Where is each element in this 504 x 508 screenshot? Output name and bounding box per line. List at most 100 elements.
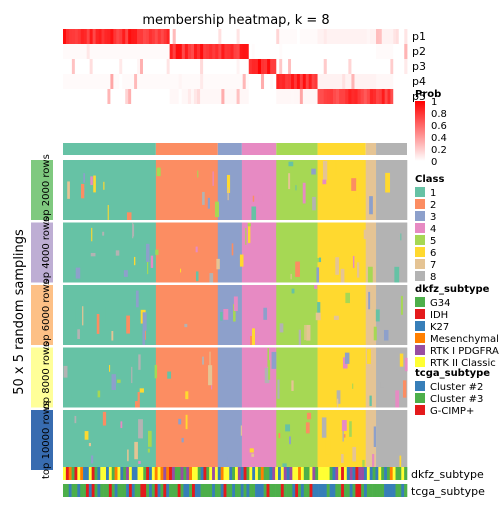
heatmap-mixed-cell — [312, 196, 316, 211]
class-block-8 — [376, 143, 407, 155]
prob-cell — [145, 74, 150, 89]
prob-cell — [187, 89, 192, 104]
prob-cell — [376, 29, 380, 44]
prob-cell — [175, 29, 180, 44]
prob-cell — [398, 29, 402, 44]
heatmap-mixed-cell — [336, 390, 341, 404]
annotation-cell — [106, 484, 110, 497]
prob-cell — [89, 29, 94, 44]
annotation-cell — [192, 484, 196, 497]
prob-cell — [299, 44, 304, 59]
annotation-cell — [206, 467, 210, 480]
annotation-cell — [117, 467, 121, 480]
prob-cell — [264, 29, 268, 44]
dkfz_subtype-legend-label: RTK II Classic — [430, 358, 496, 369]
prob-cell — [190, 29, 195, 44]
prob-cell — [390, 59, 394, 74]
heatmap-mixed-cell — [142, 312, 147, 331]
prob-cell — [239, 89, 244, 104]
prob-cell — [65, 44, 70, 59]
annotation-cell — [143, 484, 147, 497]
prob-cell — [65, 29, 70, 44]
prob-cell — [233, 44, 237, 59]
annotation-cell — [246, 467, 250, 480]
annotation-cell — [146, 467, 150, 480]
annotation-cell — [341, 467, 345, 480]
legends: Prob10.80.60.40.20Class12345678dkfz_subt… — [415, 89, 499, 417]
prob-cell — [360, 59, 365, 74]
prob-cell — [193, 89, 198, 104]
prob-cell — [273, 44, 277, 59]
prob-cell — [125, 29, 129, 44]
heatmap-mixed-cell — [212, 171, 214, 186]
row-group-block — [31, 285, 53, 345]
prob-cell — [378, 74, 383, 89]
prob-cell — [89, 74, 94, 89]
prob-cell — [148, 44, 153, 59]
annotation-cell — [232, 467, 236, 480]
prob-cell — [267, 29, 271, 44]
annotation-cell — [255, 484, 259, 497]
prob-cell — [212, 74, 216, 89]
prob-cell — [206, 59, 210, 74]
prob-cell — [215, 59, 219, 74]
prob-cell — [151, 89, 156, 104]
heatmap-mixed-cell — [233, 296, 238, 312]
heatmap-mixed-cell — [231, 243, 234, 256]
heatmap-block-class-7 — [365, 285, 377, 345]
prob-cell — [366, 89, 371, 104]
prob-cell — [273, 59, 277, 74]
prob-cell — [163, 89, 168, 104]
annotation-cell — [401, 467, 405, 480]
y-axis-label: 50 x 5 random samplings — [12, 229, 27, 395]
prob-cell — [172, 74, 177, 89]
prob-cell — [326, 29, 331, 44]
prob-cell — [393, 59, 397, 74]
prob-cell — [360, 44, 365, 59]
prob-cell — [95, 59, 99, 74]
prob-cell — [227, 44, 231, 59]
prob-cell — [326, 59, 331, 74]
chart-title: membership heatmap, k = 8 — [142, 13, 329, 28]
annotation-cell — [123, 484, 127, 497]
annotation-cell — [358, 484, 362, 497]
prob-cell — [218, 44, 222, 59]
prob-cell — [257, 89, 262, 104]
annotation-cell — [269, 467, 273, 480]
annotation-cell — [260, 484, 264, 497]
class-legend-swatch — [415, 199, 425, 209]
prob-cell — [212, 59, 216, 74]
prob-cell — [209, 89, 213, 104]
annotation-cell — [183, 484, 187, 497]
prob-cell — [291, 89, 295, 104]
annotation-cell — [131, 484, 135, 497]
prob-cell — [387, 59, 391, 74]
class-legend-swatch — [415, 211, 425, 221]
prob-cell — [74, 44, 79, 59]
prob-cell — [236, 44, 241, 59]
prob-cell — [270, 74, 274, 89]
prob-cell — [372, 29, 377, 44]
prob-cell — [279, 29, 283, 44]
prob-cell — [357, 74, 362, 89]
class-legend-label: 5 — [430, 236, 436, 247]
prob-cell — [154, 44, 159, 59]
prob-cell — [71, 29, 76, 44]
heatmap-mixed-cell — [142, 330, 146, 345]
prob-cell — [187, 29, 192, 44]
heatmap-mixed-cell — [195, 271, 199, 282]
heatmap-mixed-cell — [280, 168, 285, 190]
prob-cell — [363, 74, 368, 89]
heatmap-mixed-cell — [316, 267, 320, 283]
prob-cell — [68, 89, 73, 104]
prob-cell — [404, 29, 408, 44]
prob-cell — [200, 59, 204, 74]
prob-cell — [157, 29, 162, 44]
heatmap-mixed-cell — [209, 351, 211, 373]
prob-cell — [142, 44, 147, 59]
prob-cell — [233, 59, 237, 74]
prob-cell — [221, 29, 225, 44]
heatmap-mixed-cell — [63, 324, 66, 331]
heatmap-mixed-cell — [84, 431, 89, 440]
prob-cell — [209, 59, 213, 74]
